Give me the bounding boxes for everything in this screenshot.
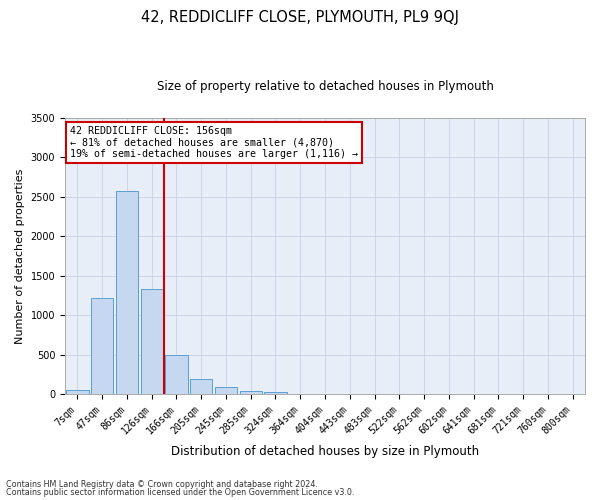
X-axis label: Distribution of detached houses by size in Plymouth: Distribution of detached houses by size … — [171, 444, 479, 458]
Bar — [116, 192, 138, 394]
Text: Contains public sector information licensed under the Open Government Licence v3: Contains public sector information licen… — [6, 488, 355, 497]
Y-axis label: Number of detached properties: Number of detached properties — [15, 168, 25, 344]
Bar — [239, 391, 262, 394]
Text: 42 REDDICLIFF CLOSE: 156sqm
← 81% of detached houses are smaller (4,870)
19% of : 42 REDDICLIFF CLOSE: 156sqm ← 81% of det… — [70, 126, 358, 160]
Bar — [140, 290, 163, 395]
Bar — [190, 379, 212, 394]
Bar — [166, 355, 188, 395]
Bar — [91, 298, 113, 394]
Text: 42, REDDICLIFF CLOSE, PLYMOUTH, PL9 9QJ: 42, REDDICLIFF CLOSE, PLYMOUTH, PL9 9QJ — [141, 10, 459, 25]
Bar — [215, 388, 237, 394]
Bar — [66, 390, 89, 394]
Bar — [265, 392, 287, 394]
Title: Size of property relative to detached houses in Plymouth: Size of property relative to detached ho… — [157, 80, 493, 93]
Text: Contains HM Land Registry data © Crown copyright and database right 2024.: Contains HM Land Registry data © Crown c… — [6, 480, 318, 489]
